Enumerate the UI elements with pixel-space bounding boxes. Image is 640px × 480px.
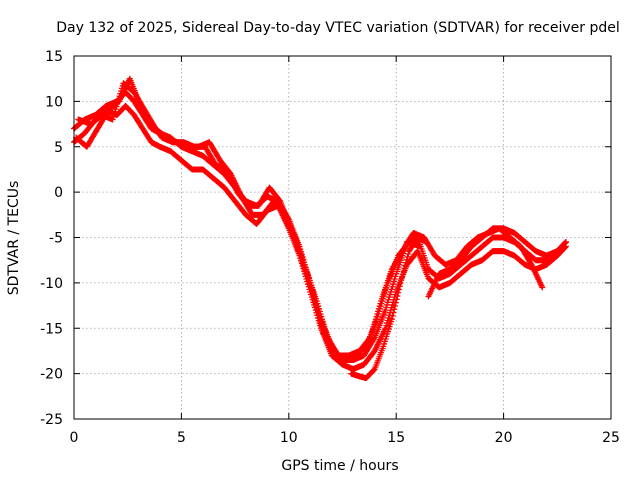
data-point xyxy=(416,243,423,250)
data-point xyxy=(405,251,412,257)
series-layer xyxy=(71,75,569,382)
data-point xyxy=(399,274,406,281)
data-point xyxy=(314,306,321,313)
y-tick-label: -20 xyxy=(40,367,63,383)
x-tick-label: 5 xyxy=(177,430,186,446)
data-point xyxy=(317,321,324,328)
data-point xyxy=(400,268,407,275)
data-point xyxy=(397,279,404,286)
data-point xyxy=(310,291,317,298)
data-point xyxy=(401,265,408,272)
data-point xyxy=(402,262,409,269)
data-point xyxy=(310,294,317,301)
series-track-d xyxy=(73,75,423,364)
data-point xyxy=(398,276,405,283)
x-tick-label: 20 xyxy=(495,430,513,446)
data-point xyxy=(396,283,403,290)
y-tick-label: -25 xyxy=(40,412,63,428)
data-point xyxy=(403,256,410,263)
chart-title: Day 132 of 2025, Sidereal Day-to-day VTE… xyxy=(56,20,620,36)
y-tick-label: 15 xyxy=(45,49,63,65)
data-point xyxy=(309,288,316,295)
data-point xyxy=(315,312,322,319)
series-track-e xyxy=(348,234,430,382)
y-tick-label: -5 xyxy=(49,231,63,247)
data-point xyxy=(392,302,399,309)
data-point xyxy=(316,315,323,322)
data-point xyxy=(390,309,397,316)
data-point xyxy=(423,239,430,246)
data-point xyxy=(395,286,402,293)
y-tick-label: 10 xyxy=(45,94,63,110)
data-point xyxy=(319,326,326,333)
data-point xyxy=(562,239,569,246)
tick-layer: 0 5 10 15 20 25 -25 -20 -15 -10 -5 0 5 10 15 xyxy=(40,49,620,446)
y-tick-label: 0 xyxy=(54,185,63,201)
data-point xyxy=(402,259,409,266)
y-tick-label: 5 xyxy=(54,140,63,156)
data-point xyxy=(311,297,318,304)
data-point xyxy=(318,323,325,330)
data-point xyxy=(392,299,399,306)
x-tick-label: 25 xyxy=(602,430,620,446)
data-point xyxy=(391,306,398,313)
x-axis-label: GPS time / hours xyxy=(281,458,398,474)
x-tick-label: 10 xyxy=(280,430,298,446)
data-point xyxy=(389,312,396,319)
x-tick-label: 0 xyxy=(70,430,79,446)
data-point xyxy=(539,284,546,291)
data-point xyxy=(314,309,321,316)
data-point xyxy=(395,289,402,296)
data-point xyxy=(312,300,319,307)
data-point xyxy=(394,293,401,300)
data-point xyxy=(313,303,320,310)
x-tick-label: 15 xyxy=(387,430,405,446)
y-tick-label: -15 xyxy=(40,321,63,337)
data-point xyxy=(399,271,406,278)
y-axis-label: SDTVAR / TECUs xyxy=(6,181,22,296)
data-point xyxy=(404,253,411,260)
y-tick-label: -10 xyxy=(40,276,63,292)
series-track-f xyxy=(425,225,569,300)
data-point xyxy=(388,316,395,323)
data-point xyxy=(562,239,569,246)
data-point xyxy=(317,318,324,325)
data-point xyxy=(393,296,400,303)
